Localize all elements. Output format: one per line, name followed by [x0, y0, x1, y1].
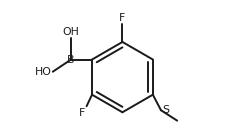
Text: B: B: [67, 55, 74, 65]
Text: OH: OH: [62, 26, 79, 37]
Text: HO: HO: [35, 67, 52, 77]
Text: S: S: [162, 105, 169, 115]
Text: F: F: [119, 13, 125, 23]
Text: F: F: [79, 108, 85, 118]
